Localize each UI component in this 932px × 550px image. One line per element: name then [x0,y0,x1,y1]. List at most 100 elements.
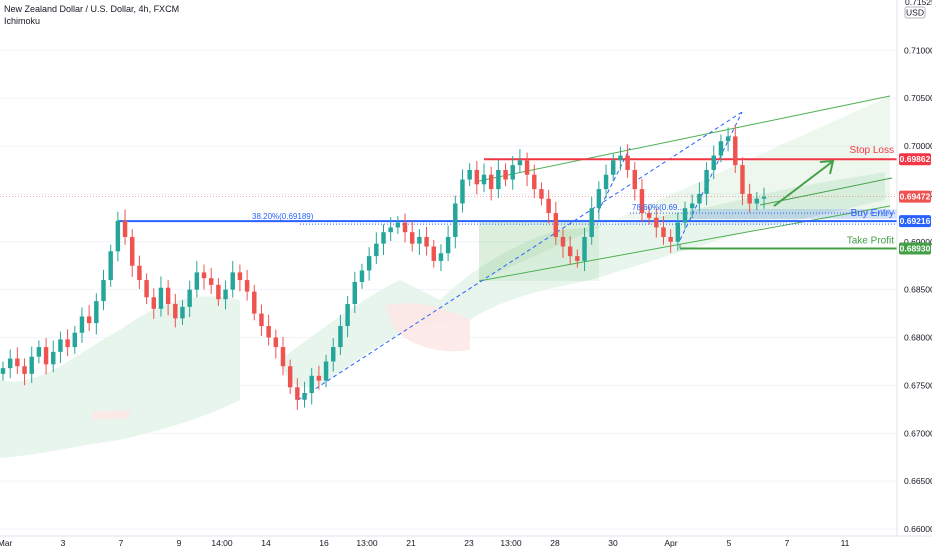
candle-body[interactable] [65,339,70,348]
candle-body[interactable] [539,189,544,199]
candle-body[interactable] [395,222,401,228]
candle-body[interactable] [438,253,444,261]
candle-body[interactable] [402,222,408,233]
candle-body[interactable] [259,313,264,327]
candle-body[interactable] [309,375,314,394]
candle-body[interactable] [589,208,594,237]
candle-body[interactable] [668,236,673,242]
candle-body[interactable] [15,358,20,367]
fib-trend-line-2[interactable] [679,111,743,241]
candle-body[interactable] [510,165,515,180]
candle-body[interactable] [474,169,480,185]
candle-body[interactable] [323,361,329,381]
candle-body[interactable] [675,222,681,242]
candle-body[interactable] [338,326,343,348]
candle-body[interactable] [532,174,537,190]
candle-body[interactable] [725,136,731,142]
candle-body[interactable] [0,368,6,374]
candle-body[interactable] [740,165,745,194]
take-profit-badge[interactable] [899,242,931,255]
candle-body[interactable] [158,287,164,309]
candle-body[interactable] [122,220,128,237]
candle-body[interactable] [417,236,422,244]
candle-body[interactable] [481,174,487,185]
candle-body[interactable] [29,356,34,374]
candle-body[interactable] [287,366,293,388]
fib-trend-line-3[interactable] [597,147,631,213]
candle-body[interactable] [646,213,652,218]
candle-body[interactable] [388,227,393,233]
candle-body[interactable] [22,366,27,374]
candle-body[interactable] [165,287,171,304]
candle-body[interactable] [503,169,508,180]
candle-body[interactable] [524,160,530,175]
projection-arrow[interactable] [773,161,833,207]
candle-body[interactable] [280,347,286,367]
candle-body[interactable] [582,236,587,261]
candle-body[interactable] [137,265,142,281]
candle-body[interactable] [697,193,702,204]
candle-body[interactable] [654,217,659,228]
candle-body[interactable] [201,272,207,279]
candle-body[interactable] [747,193,752,204]
candle-body[interactable] [244,280,250,292]
candle-body[interactable] [431,246,436,261]
candle-body[interactable] [208,278,214,285]
candle-body[interactable] [86,316,92,324]
candle-body[interactable] [704,169,709,194]
candle-body[interactable] [359,270,365,282]
candle-body[interactable] [36,347,42,357]
candle-body[interactable] [316,375,322,381]
candle-body[interactable] [632,169,637,190]
price-axis[interactable] [897,0,932,550]
candle-body[interactable] [689,203,695,209]
candle-body[interactable] [453,203,458,237]
candle-body[interactable] [553,213,559,237]
candle-body[interactable] [754,198,760,204]
candle-body[interactable] [682,208,688,223]
candle-body[interactable] [560,236,566,247]
candle-body[interactable] [151,297,156,309]
candle-body[interactable] [761,196,767,199]
channel-lower-line[interactable] [478,205,891,282]
candle-body[interactable] [216,284,221,300]
candle-body[interactable] [79,316,85,333]
candle-body[interactable] [625,155,630,170]
candle-body[interactable] [51,351,56,365]
candle-body[interactable] [603,174,609,190]
last-price-badge[interactable] [899,190,931,203]
candle-body[interactable] [517,160,523,166]
candle-body[interactable] [661,227,666,237]
candle-body[interactable] [273,337,279,348]
stop-loss-badge[interactable] [899,153,931,166]
candle-body[interactable] [108,251,113,281]
candle-body[interactable] [187,289,192,307]
candle-body[interactable] [711,155,716,170]
candle-body[interactable] [72,332,78,348]
candle-body[interactable] [144,280,149,298]
candle-body[interactable] [409,232,415,244]
candle-body[interactable] [445,236,451,254]
candle-body[interactable] [733,136,738,166]
candle-body[interactable] [302,393,307,400]
candle-body[interactable] [567,246,573,257]
candle-body[interactable] [101,280,106,302]
candle-body[interactable] [352,281,358,304]
candle-body[interactable] [230,272,235,290]
candle-body[interactable] [130,236,135,266]
candle-body[interactable] [115,220,121,252]
candle-body[interactable] [266,326,271,338]
currency-badge[interactable] [904,6,926,19]
candle-body[interactable] [223,289,228,300]
candle-body[interactable] [611,160,616,175]
channel-upper-line[interactable] [478,95,891,182]
candle-body[interactable] [639,189,645,214]
candle-body[interactable] [295,387,300,400]
candle-body[interactable] [173,303,178,319]
candle-body[interactable] [58,339,63,352]
candle-body[interactable] [180,306,185,319]
candle-body[interactable] [424,236,429,247]
candle-body[interactable] [237,272,243,281]
candle-body[interactable] [345,303,350,327]
